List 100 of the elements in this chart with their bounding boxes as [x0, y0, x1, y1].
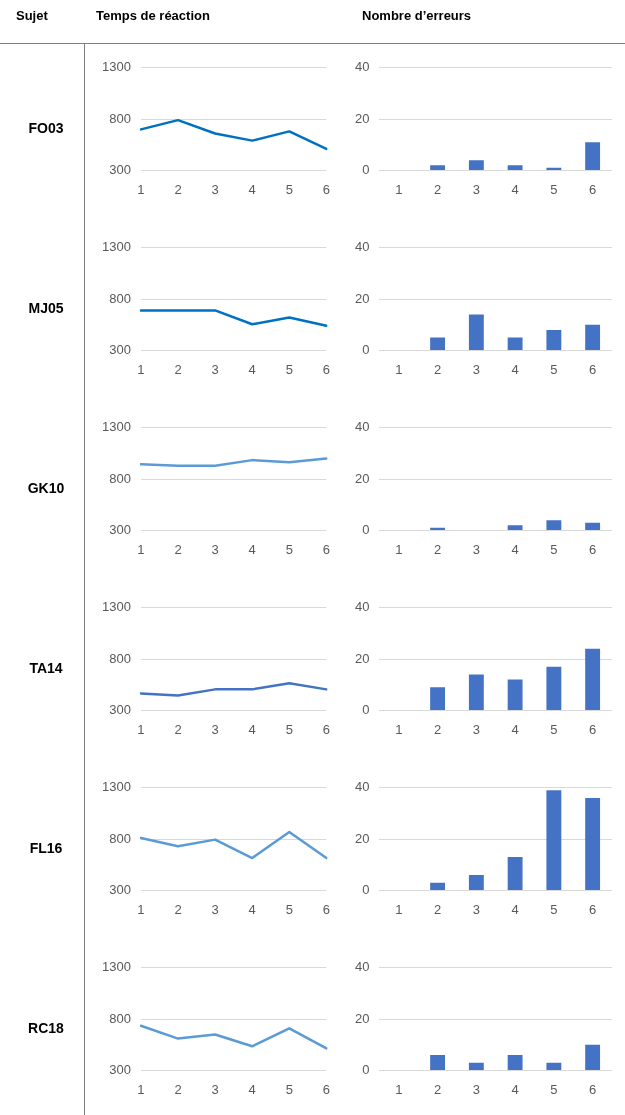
bar — [585, 798, 601, 890]
x-tick-label: 5 — [550, 901, 558, 917]
x-tick-label: 3 — [472, 901, 480, 917]
y-tick-label: 20 — [354, 1010, 370, 1026]
bar — [546, 329, 562, 350]
x-tick-label: 2 — [433, 541, 442, 557]
y-tick-label: 0 — [362, 701, 370, 717]
bar — [546, 167, 562, 170]
bar — [585, 142, 601, 170]
y-tick-label: 300 — [109, 161, 131, 177]
y-tick-label: 0 — [362, 1061, 370, 1077]
x-tick-label: 4 — [248, 541, 256, 557]
x-tick-label: 5 — [285, 181, 293, 197]
y-tick-label: 1300 — [102, 239, 131, 255]
x-tick-label: 4 — [248, 1081, 256, 1097]
x-tick-label: 6 — [322, 721, 330, 737]
x-tick-label: 4 — [511, 1081, 519, 1097]
x-tick-label: 4 — [511, 361, 519, 377]
y-tick-label: 1300 — [102, 779, 131, 795]
x-tick-label: 3 — [472, 1081, 480, 1097]
y-tick-label: 0 — [362, 341, 370, 357]
x-tick-label: 5 — [550, 721, 558, 737]
bar — [468, 674, 484, 710]
x-tick-label: 5 — [285, 1081, 293, 1097]
x-tick-label: 2 — [174, 1081, 182, 1097]
x-tick-label: 6 — [589, 721, 597, 737]
y-tick-label: 40 — [354, 59, 370, 75]
y-tick-label: 40 — [354, 239, 370, 255]
x-tick-label: 5 — [285, 721, 293, 737]
y-axis-title: RC18 — [27, 1020, 65, 1036]
text: Sujet — [16, 8, 48, 23]
x-tick-label: 6 — [589, 361, 597, 377]
x-tick-label: 5 — [285, 361, 293, 377]
bar — [468, 314, 484, 350]
x-tick-label: 5 — [550, 361, 558, 377]
x-tick-label: 6 — [322, 541, 330, 557]
bar — [507, 1055, 523, 1070]
x-tick-label: 6 — [322, 1081, 330, 1097]
bar — [507, 165, 523, 170]
x-tick-label: 1 — [137, 721, 145, 737]
chart-title: Temps de réaction — [96, 8, 210, 23]
y-tick-label: 20 — [354, 110, 370, 126]
x-tick-label: 6 — [589, 541, 597, 557]
x-tick-label: 4 — [248, 721, 256, 737]
bar — [546, 790, 562, 890]
x-tick-label: 4 — [248, 361, 256, 377]
x-tick-label: 3 — [211, 1081, 219, 1097]
x-tick-label: 5 — [285, 541, 293, 557]
y-tick-label: 40 — [354, 779, 370, 795]
y-tick-label: 800 — [109, 470, 131, 486]
y-tick-label: 300 — [109, 341, 131, 357]
y-tick-label: 300 — [109, 521, 131, 537]
bar — [546, 666, 562, 710]
x-tick-label: 4 — [511, 901, 519, 917]
y-tick-label: 300 — [109, 701, 131, 717]
y-tick-label: 40 — [354, 419, 370, 435]
bar — [507, 857, 523, 890]
chart-title: Nombre d’erreurs — [362, 8, 472, 23]
x-tick-label: 5 — [550, 181, 558, 197]
x-tick-label: 6 — [322, 181, 330, 197]
x-tick-label: 2 — [174, 181, 182, 197]
bar — [430, 165, 446, 170]
x-tick-label: 3 — [211, 361, 219, 377]
x-tick-label: 2 — [174, 721, 182, 737]
x-tick-label: 6 — [322, 901, 330, 917]
x-tick-label: 2 — [433, 901, 442, 917]
y-axis-title: MJ05 — [27, 300, 65, 316]
x-tick-label: 4 — [511, 721, 519, 737]
y-tick-label: 1300 — [102, 419, 131, 435]
y-tick-label: 0 — [362, 161, 370, 177]
x-tick-label: 6 — [322, 361, 330, 377]
bar — [585, 1044, 601, 1070]
y-tick-label: 40 — [354, 959, 370, 975]
bar — [430, 687, 446, 710]
y-tick-label: 20 — [354, 290, 370, 306]
bar — [430, 882, 446, 890]
x-tick-label: 1 — [137, 1081, 145, 1097]
bar — [585, 648, 601, 710]
bar — [585, 324, 601, 350]
x-tick-label: 1 — [395, 1081, 403, 1097]
x-tick-label: 1 — [137, 361, 145, 377]
y-tick-label: 1300 — [102, 959, 131, 975]
x-tick-label: 1 — [395, 361, 403, 377]
y-tick-label: 1300 — [102, 59, 131, 75]
x-tick-label: 1 — [395, 721, 403, 737]
y-tick-label: 300 — [109, 881, 131, 897]
bar — [546, 1062, 562, 1070]
x-tick-label: 1 — [137, 181, 145, 197]
x-tick-label: 4 — [248, 181, 256, 197]
y-tick-label: 20 — [354, 650, 370, 666]
y-tick-label: 800 — [109, 830, 131, 846]
x-tick-label: 1 — [395, 181, 403, 197]
x-tick-label: 4 — [511, 181, 519, 197]
x-tick-label: 2 — [433, 181, 442, 197]
y-tick-label: 20 — [354, 470, 370, 486]
x-tick-label: 3 — [211, 721, 219, 737]
x-tick-label: 3 — [472, 361, 480, 377]
y-tick-label: 800 — [109, 650, 131, 666]
y-axis-title: FL16 — [28, 840, 64, 856]
y-axis-title: TA14 — [28, 660, 64, 676]
